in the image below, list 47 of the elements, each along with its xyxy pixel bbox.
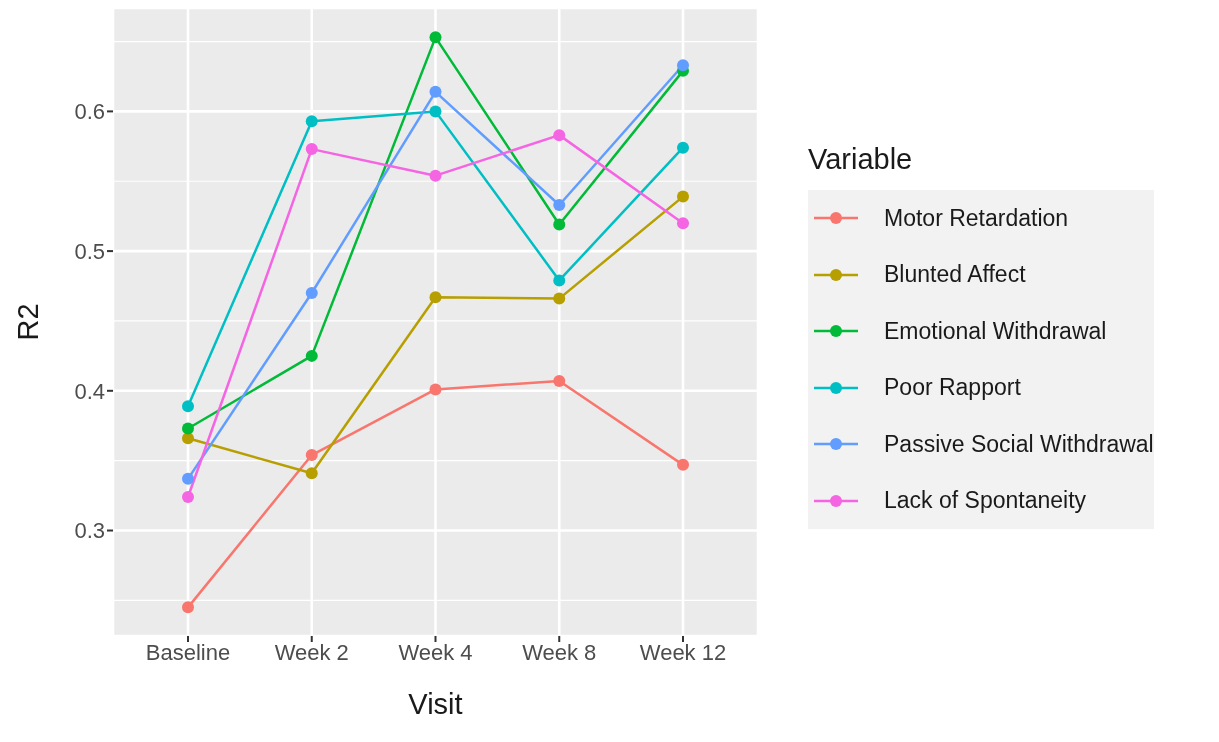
y-tick-label: 0.4 [74, 378, 105, 404]
legend-title: Variable [808, 143, 914, 176]
point [553, 292, 566, 305]
point [182, 400, 194, 413]
point [677, 59, 689, 72]
point [182, 601, 194, 614]
point [553, 274, 566, 287]
x-axis-title: Visit [408, 688, 463, 720]
y-tick-label: 0.5 [74, 238, 105, 264]
point [429, 85, 442, 98]
x-tick-label: Week 2 [274, 639, 349, 665]
point [553, 375, 566, 388]
point [305, 467, 318, 480]
legend-label: Blunted Affect [884, 261, 1026, 289]
point [553, 198, 566, 211]
point [182, 472, 194, 485]
x-tick-label: Baseline [145, 639, 231, 665]
point [677, 141, 689, 154]
y-axis-title: R2 [12, 303, 45, 341]
point [429, 31, 442, 44]
point [305, 143, 318, 156]
x-tick-label: Week 4 [398, 639, 473, 665]
point [182, 432, 194, 445]
point [305, 349, 318, 362]
point [677, 217, 689, 230]
x-tick-label: Week 12 [639, 639, 727, 665]
point [429, 383, 442, 396]
point [553, 218, 566, 231]
point [429, 291, 442, 304]
point [429, 105, 442, 118]
point [182, 490, 194, 503]
x-tick-label: Week 8 [522, 639, 597, 665]
point [677, 190, 689, 203]
point [429, 169, 442, 182]
point [553, 129, 566, 142]
y-tick-label: 0.6 [74, 99, 105, 125]
legend-label: Poor Rapport [884, 374, 1021, 402]
point [677, 458, 689, 471]
legend-label: Emotional Withdrawal [884, 317, 1107, 345]
y-tick-label: 0.3 [74, 518, 105, 544]
point [305, 287, 318, 300]
legend-label: Passive Social Withdrawal [884, 430, 1154, 458]
legend-label: Lack of Spontaneity [884, 487, 1087, 515]
legend-label: Motor Retardation [884, 204, 1069, 232]
point [305, 115, 318, 128]
point [305, 449, 318, 462]
point [182, 422, 194, 435]
